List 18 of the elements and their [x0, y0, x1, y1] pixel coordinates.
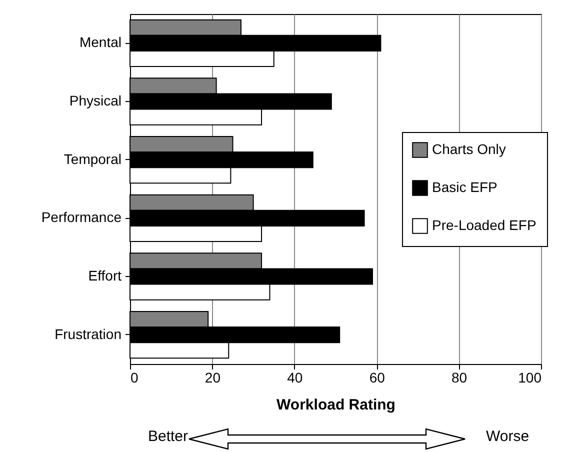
y-tick-label: Frustration: [54, 326, 122, 342]
text: Better: [148, 428, 188, 445]
y-tick-label: Temporal: [64, 150, 122, 167]
x-axis-title: Workload Rating: [276, 396, 396, 414]
x-tick-label: 0: [130, 370, 138, 386]
y-tick-label: Effort: [88, 268, 122, 284]
x-tick-label: 20: [204, 370, 221, 386]
x-tick-label: 40: [287, 370, 303, 386]
legend-label: Pre-Loaded EFP: [432, 217, 536, 233]
legend-label: Charts Only: [432, 141, 506, 157]
x-tick-label: 60: [369, 370, 386, 386]
text: Worse: [486, 428, 530, 445]
y-tick-label: Performance: [41, 209, 122, 226]
x-tick-label: 80: [452, 370, 468, 386]
x-tick-label: 100: [518, 370, 542, 386]
y-tick-label: Mental: [79, 34, 122, 50]
y-tick-label: Physical: [69, 92, 122, 108]
legend-label: Basic EFP: [432, 179, 498, 195]
